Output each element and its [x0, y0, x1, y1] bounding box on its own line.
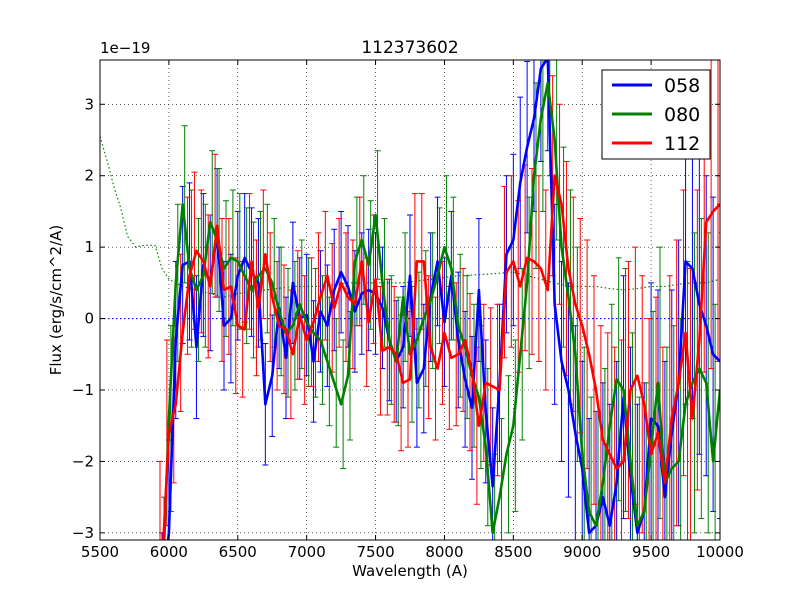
- legend-label-058: 058: [664, 75, 700, 97]
- x-tick-label: 6000: [150, 543, 188, 561]
- x-axis-label: Wavelength (A): [352, 562, 468, 580]
- legend-label-112: 112: [664, 133, 700, 155]
- x-tick-label: 7500: [356, 543, 394, 561]
- y-tick-label: −3: [72, 524, 94, 542]
- legend-label-080: 080: [664, 104, 700, 126]
- x-tick-label: 5500: [81, 543, 119, 561]
- y-tick-label: 1: [84, 238, 94, 256]
- data-series: [157, 60, 720, 540]
- y-tick-label: −1: [72, 381, 94, 399]
- legend: 058 080 112: [601, 69, 711, 160]
- axis-ticks: 5500 6000 6500 7000 7500 8000 8500 9000 9500 1000…: [72, 60, 744, 561]
- y-offset-label: 1e−19: [100, 39, 150, 57]
- x-tick-label: 9500: [632, 543, 670, 561]
- plot-frame: [99, 59, 721, 541]
- x-tick-label: 10000: [696, 543, 744, 561]
- x-tick-label: 9000: [563, 543, 601, 561]
- chart-title: 112373602: [361, 38, 458, 58]
- series-line-112: [162, 174, 720, 540]
- y-tick-label: 3: [84, 95, 94, 113]
- y-tick-label: 2: [84, 167, 94, 185]
- y-axis-label: Flux (erg/s/cm^2/A): [47, 225, 65, 376]
- x-tick-label: 8500: [494, 543, 532, 561]
- y-tick-label: 0: [84, 310, 94, 328]
- x-tick-label: 7000: [288, 543, 326, 561]
- x-tick-label: 8000: [425, 543, 463, 561]
- y-tick-label: −2: [72, 452, 94, 470]
- x-tick-label: 6500: [219, 543, 257, 561]
